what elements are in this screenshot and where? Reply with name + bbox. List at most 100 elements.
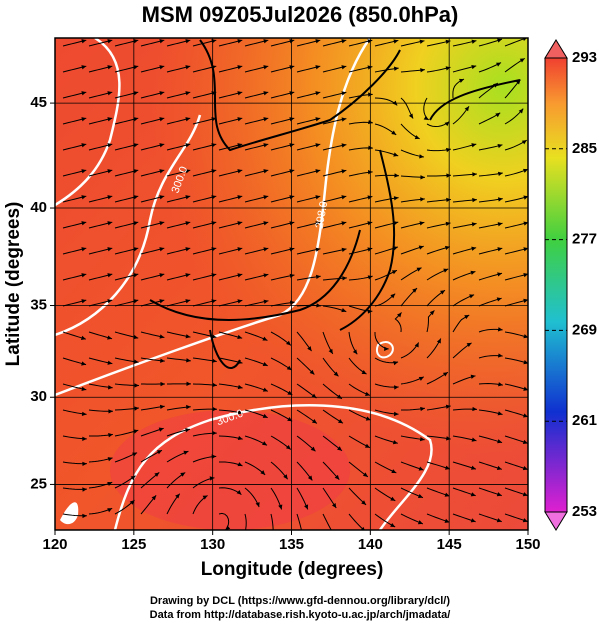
streamline-arrow: [315, 274, 321, 280]
colorbar-tick-label: 261: [572, 412, 597, 429]
streamline-arrow: [419, 39, 425, 44]
streamline-arrow: [185, 117, 191, 122]
streamline-arrow: [202, 495, 208, 500]
streamline-arrow: [442, 372, 448, 377]
streamline-arrow: [523, 221, 528, 226]
streamline-arrow: [82, 513, 87, 519]
streamline-arrow: [315, 91, 321, 96]
streamline-arrow: [107, 273, 113, 278]
streamline-arrow: [418, 376, 424, 381]
streamline-arrow: [212, 430, 217, 436]
streamline-arrow: [81, 221, 87, 226]
streamline-arrow: [237, 65, 243, 70]
streamline-arrow: [133, 334, 139, 340]
field: [55, 38, 528, 530]
streamline-arrow: [393, 66, 399, 71]
streamline-arrow: [185, 169, 191, 174]
streamline-arrow: [523, 298, 528, 303]
streamline-arrow: [237, 39, 243, 44]
streamline-arrow: [237, 221, 243, 226]
streamline-arrow: [420, 175, 425, 180]
streamline-arrow: [237, 169, 243, 174]
streamline-arrow: [333, 371, 339, 377]
streamline-arrow: [237, 359, 243, 365]
streamline-arrow: [522, 492, 528, 497]
colorbar-under: [544, 511, 568, 531]
contour-label: 298.0: [314, 200, 331, 229]
streamline-arrow: [337, 446, 342, 451]
streamline-arrow: [334, 474, 340, 480]
title: MSM 09Z05Jul2026 (850.0hPa): [142, 2, 459, 27]
streamline-arrow: [521, 140, 527, 145]
streamline-arrow: [186, 381, 191, 386]
x-tick-label: 140: [358, 536, 383, 553]
streamline-arrow: [443, 268, 449, 273]
streamline-arrow: [341, 65, 347, 70]
streamline-arrow: [309, 369, 315, 375]
streamline-arrow: [396, 312, 402, 318]
streamline-arrow: [445, 436, 451, 441]
streamline-arrow: [393, 411, 399, 417]
streamline-arrow: [497, 247, 503, 252]
streamline-arrow: [341, 91, 347, 96]
streamline-arrow: [262, 413, 268, 418]
streamline-arrow: [185, 91, 191, 96]
streamline-arrow: [159, 91, 165, 96]
streamline-arrow: [82, 436, 87, 441]
x-tick-label: 130: [200, 536, 225, 553]
streamline-arrow: [81, 39, 87, 44]
streamline-arrow: [392, 246, 398, 251]
streamline-arrow: [341, 169, 347, 174]
streamline-arrow: [237, 462, 243, 467]
contour-line: [60, 502, 79, 525]
streamline-arrow: [263, 91, 269, 96]
streamline-arrow: [472, 197, 477, 203]
streamline-arrow: [185, 299, 191, 304]
streamline-arrow: [154, 472, 160, 477]
streamline-arrow: [133, 359, 139, 364]
streamline-arrow: [440, 290, 446, 295]
streamline-arrow: [82, 461, 87, 467]
streamline-arrow: [365, 416, 371, 421]
y-tick-label: 40: [30, 199, 47, 216]
streamline-arrow: [341, 308, 347, 313]
streamline-arrow: [315, 117, 321, 122]
streamline-arrow: [341, 117, 347, 122]
streamline-arrow: [367, 247, 373, 252]
streamline-arrow: [315, 221, 321, 226]
streamline-arrow: [315, 65, 321, 70]
streamline-arrow: [393, 385, 399, 390]
streamlines: [62, 38, 528, 530]
streamline-arrow: [523, 360, 528, 365]
streamline-arrow: [107, 247, 113, 252]
streamline-arrow: [412, 288, 418, 293]
credit: Data from http://database.rish.kyoto-u.a…: [150, 609, 451, 621]
streamline-arrow: [522, 38, 527, 42]
streamline-arrow: [159, 39, 165, 44]
streamline-arrow: [225, 525, 231, 530]
streamline-arrow: [108, 409, 113, 414]
streamline-arrow: [185, 65, 191, 70]
streamline-arrow: [470, 374, 476, 379]
streamline-arrow: [81, 91, 87, 96]
streamline-arrow: [260, 470, 266, 475]
streamline: [270, 513, 274, 530]
streamline-arrow: [497, 144, 503, 149]
streamline-arrow: [286, 365, 292, 371]
streamline-arrow: [384, 346, 389, 351]
streamline-arrow: [414, 342, 419, 348]
streamline-arrow: [159, 169, 165, 174]
streamline-arrow: [497, 439, 503, 444]
streamline-arrow: [185, 39, 191, 44]
streamline-arrow: [365, 391, 371, 397]
streamline-arrow: [472, 172, 477, 177]
streamline-arrow: [263, 299, 269, 304]
streamline-arrow: [81, 299, 87, 304]
streamline-arrow: [393, 39, 399, 44]
y-axis-label: Latitude (degrees): [3, 202, 24, 367]
streamline-arrow: [523, 334, 528, 339]
streamline-arrow: [352, 349, 358, 355]
streamline-arrow: [289, 273, 295, 278]
streamline-arrow: [107, 91, 113, 96]
y-tick-label: 45: [30, 94, 47, 111]
